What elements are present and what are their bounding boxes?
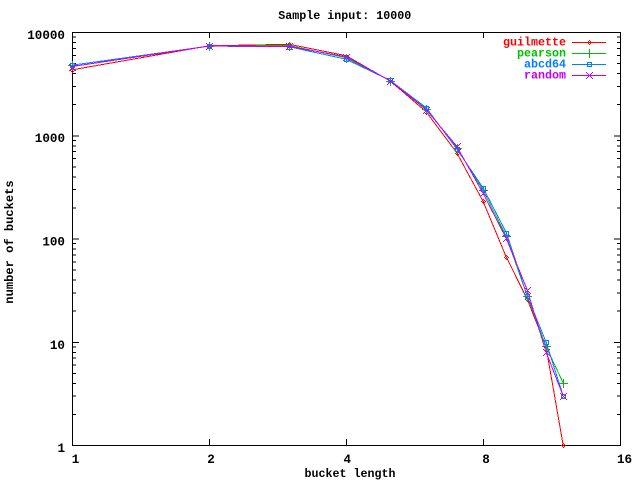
svg-text:random: random [524, 69, 566, 83]
svg-text:16: 16 [617, 453, 632, 467]
svg-text:guilmette: guilmette [503, 36, 566, 50]
svg-text:4: 4 [344, 453, 352, 467]
svg-text:number of buckets: number of buckets [3, 180, 17, 303]
svg-text:10: 10 [50, 339, 65, 353]
svg-text:1: 1 [72, 453, 80, 467]
svg-text:1000: 1000 [35, 132, 65, 146]
svg-text:bucket length: bucket length [305, 467, 396, 480]
svg-text:10000: 10000 [27, 29, 65, 43]
svg-text:pearson: pearson [517, 47, 566, 61]
svg-text:abcd64: abcd64 [524, 58, 566, 72]
svg-text:100: 100 [42, 236, 65, 250]
svg-text:2: 2 [207, 453, 215, 467]
svg-text:1: 1 [57, 442, 65, 456]
svg-text:8: 8 [482, 453, 490, 467]
svg-text:Sample input: 10000: Sample input: 10000 [278, 9, 411, 23]
